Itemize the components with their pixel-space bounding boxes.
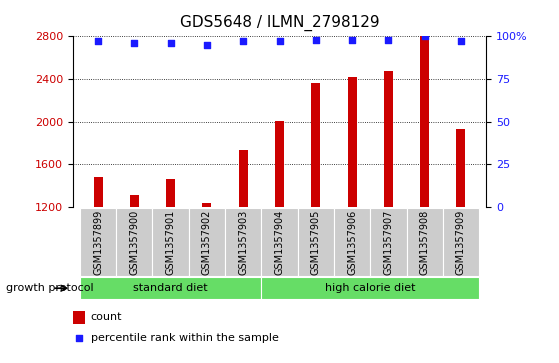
Point [420, 33, 429, 39]
Point [457, 38, 466, 44]
FancyBboxPatch shape [189, 208, 225, 276]
Text: percentile rank within the sample: percentile rank within the sample [91, 333, 279, 343]
Text: GSM1357907: GSM1357907 [383, 209, 394, 275]
Text: GSM1357901: GSM1357901 [165, 210, 176, 275]
FancyBboxPatch shape [406, 208, 443, 276]
Bar [202, 203, 211, 335]
Text: GSM1357900: GSM1357900 [129, 210, 139, 275]
Text: GSM1357902: GSM1357902 [202, 209, 212, 275]
Text: GSM1357899: GSM1357899 [93, 210, 103, 275]
Text: count: count [91, 312, 122, 322]
Point [275, 38, 284, 44]
FancyBboxPatch shape [80, 208, 116, 276]
Text: GSM1357905: GSM1357905 [311, 209, 321, 275]
Point [384, 37, 393, 42]
FancyBboxPatch shape [262, 208, 297, 276]
Text: GSM1357906: GSM1357906 [347, 210, 357, 275]
FancyBboxPatch shape [225, 208, 262, 276]
FancyBboxPatch shape [297, 208, 334, 276]
FancyBboxPatch shape [116, 208, 153, 276]
Text: GSM1357909: GSM1357909 [456, 210, 466, 275]
Bar [73, 311, 85, 323]
Bar [166, 179, 175, 335]
Bar [420, 36, 429, 335]
Text: standard diet: standard diet [134, 283, 208, 293]
FancyBboxPatch shape [370, 208, 406, 276]
Bar [239, 150, 248, 335]
Text: GSM1357904: GSM1357904 [274, 210, 285, 275]
Text: GSM1357903: GSM1357903 [238, 210, 248, 275]
Point [74, 335, 83, 341]
Bar [348, 77, 357, 335]
FancyBboxPatch shape [153, 208, 189, 276]
Bar [384, 72, 393, 335]
Text: GDS5648 / ILMN_2798129: GDS5648 / ILMN_2798129 [179, 15, 380, 31]
Text: growth protocol: growth protocol [6, 283, 93, 293]
Point [166, 40, 175, 46]
FancyBboxPatch shape [80, 277, 262, 299]
Point [202, 42, 211, 48]
Point [93, 38, 102, 44]
Point [239, 38, 248, 44]
Bar [93, 177, 103, 335]
Text: high calorie diet: high calorie diet [325, 283, 415, 293]
Point [311, 37, 320, 42]
Bar [275, 121, 284, 335]
Bar [456, 129, 466, 335]
FancyBboxPatch shape [334, 208, 370, 276]
Point [130, 40, 139, 46]
FancyBboxPatch shape [443, 208, 479, 276]
FancyBboxPatch shape [262, 277, 479, 299]
Point [348, 37, 357, 42]
Text: GSM1357908: GSM1357908 [420, 210, 430, 275]
Bar [130, 195, 139, 335]
Bar [311, 83, 320, 335]
